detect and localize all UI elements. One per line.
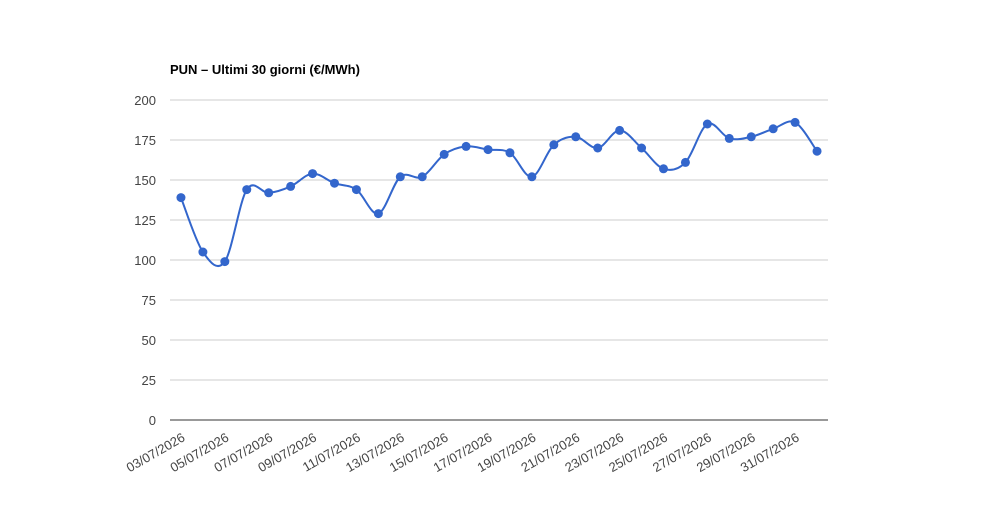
data-point [220, 257, 230, 267]
data-point [286, 181, 296, 191]
data-point [549, 140, 559, 150]
y-tick-label: 25 [142, 373, 156, 388]
data-point [790, 117, 800, 127]
data-point [571, 132, 581, 142]
data-point [724, 133, 734, 143]
y-tick-label: 150 [134, 173, 156, 188]
y-tick-label: 125 [134, 213, 156, 228]
y-tick-label: 0 [149, 413, 156, 428]
data-point [351, 185, 361, 195]
chart-title: PUN – Ultimi 30 giorni (€/MWh) [170, 62, 360, 77]
data-point [637, 143, 647, 153]
data-point [308, 169, 318, 179]
data-point [330, 178, 339, 188]
data-point [746, 132, 756, 142]
data-point [242, 185, 252, 195]
y-tick-label: 50 [142, 333, 156, 348]
data-point [483, 145, 493, 155]
data-point [593, 143, 603, 153]
series-line [180, 120, 818, 267]
data-point [417, 172, 427, 182]
data-point [615, 125, 625, 135]
data-point [527, 172, 537, 182]
y-tick-label: 75 [142, 293, 156, 308]
y-tick-label: 175 [134, 133, 156, 148]
data-point [395, 172, 405, 182]
data-point [812, 146, 822, 156]
data-point [439, 149, 449, 159]
data-point [176, 193, 186, 203]
data-point [198, 247, 208, 257]
y-tick-label: 100 [134, 253, 156, 268]
data-point [505, 148, 515, 158]
data-point [264, 188, 274, 198]
data-point [768, 124, 778, 134]
data-point [680, 157, 690, 167]
y-tick-label: 200 [134, 93, 156, 108]
data-point [373, 209, 383, 219]
data-point [659, 164, 668, 174]
data-point [461, 141, 471, 151]
data-point [702, 119, 712, 129]
